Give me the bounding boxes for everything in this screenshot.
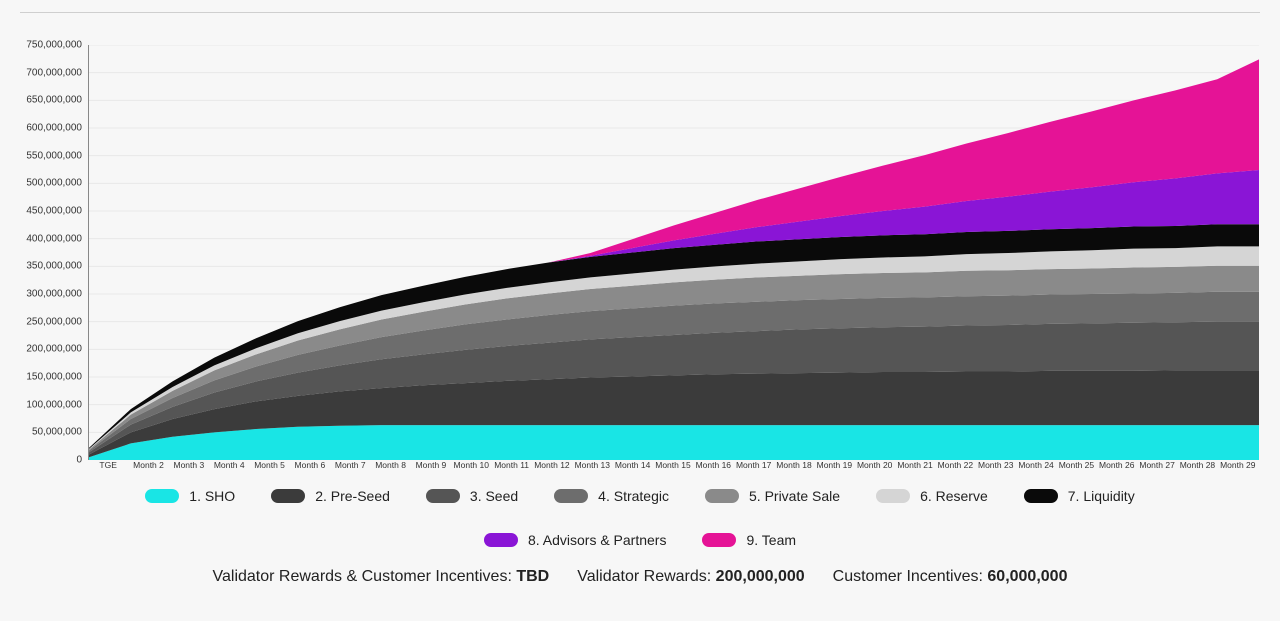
legend-item: 6. Reserve bbox=[876, 488, 988, 504]
x-tick-label: Month 27 bbox=[1137, 460, 1177, 470]
legend-item: 7. Liquidity bbox=[1024, 488, 1135, 504]
x-tick-label: Month 16 bbox=[693, 460, 733, 470]
footer-value: 60,000,000 bbox=[987, 568, 1067, 585]
legend-swatch bbox=[876, 489, 910, 503]
legend-label: 4. Strategic bbox=[598, 488, 669, 504]
plot-area bbox=[88, 45, 1258, 460]
y-tick-label: 50,000,000 bbox=[32, 427, 82, 438]
x-tick-label: Month 8 bbox=[370, 460, 410, 470]
x-tick-label: Month 10 bbox=[451, 460, 491, 470]
legend-label: 8. Advisors & Partners bbox=[528, 532, 667, 548]
x-tick-label: Month 14 bbox=[612, 460, 652, 470]
legend-swatch bbox=[145, 489, 179, 503]
footer-segment: Customer Incentives: 60,000,000 bbox=[833, 568, 1068, 586]
y-tick-label: 100,000,000 bbox=[26, 399, 82, 410]
legend-label: 7. Liquidity bbox=[1068, 488, 1135, 504]
legend-swatch bbox=[554, 489, 588, 503]
x-tick-label: TGE bbox=[88, 460, 128, 470]
legend-label: 6. Reserve bbox=[920, 488, 988, 504]
y-tick-label: 550,000,000 bbox=[26, 150, 82, 161]
divider-top bbox=[20, 12, 1260, 13]
y-tick-label: 300,000,000 bbox=[26, 289, 82, 300]
legend-label: 3. Seed bbox=[470, 488, 518, 504]
x-tick-label: Month 4 bbox=[209, 460, 249, 470]
footer-label: Customer Incentives: bbox=[833, 568, 988, 585]
y-tick-label: 700,000,000 bbox=[26, 67, 82, 78]
y-tick-label: 750,000,000 bbox=[26, 40, 82, 51]
legend-swatch bbox=[705, 489, 739, 503]
y-tick-label: 250,000,000 bbox=[26, 316, 82, 327]
legend-swatch bbox=[702, 533, 736, 547]
x-axis: TGEMonth 2Month 3Month 4Month 5Month 6Mo… bbox=[88, 460, 1258, 470]
x-tick-label: Month 24 bbox=[1016, 460, 1056, 470]
token-release-chart: 0 50,000,000 100,000,000 150,000,000 200,000… bbox=[20, 45, 1260, 586]
y-tick-label: 400,000,000 bbox=[26, 233, 82, 244]
legend-item: 9. Team bbox=[702, 532, 796, 548]
footer-segment: Validator Rewards & Customer Incentives:… bbox=[213, 568, 550, 586]
y-tick-label: 0 bbox=[76, 455, 82, 466]
x-tick-label: Month 7 bbox=[330, 460, 370, 470]
legend-swatch bbox=[1024, 489, 1058, 503]
legend-label: 2. Pre-Seed bbox=[315, 488, 390, 504]
x-tick-label: Month 2 bbox=[128, 460, 168, 470]
x-tick-label: Month 11 bbox=[491, 460, 531, 470]
x-tick-label: Month 29 bbox=[1218, 460, 1258, 470]
x-tick-label: Month 21 bbox=[895, 460, 935, 470]
footer-value: 200,000,000 bbox=[716, 568, 805, 585]
x-tick-label: Month 28 bbox=[1177, 460, 1217, 470]
y-tick-label: 600,000,000 bbox=[26, 123, 82, 134]
x-tick-label: Month 5 bbox=[249, 460, 289, 470]
series-area bbox=[89, 425, 1259, 460]
legend-item: 5. Private Sale bbox=[705, 488, 840, 504]
legend-item: 3. Seed bbox=[426, 488, 518, 504]
y-tick-label: 500,000,000 bbox=[26, 178, 82, 189]
x-tick-label: Month 25 bbox=[1056, 460, 1096, 470]
x-tick-label: Month 3 bbox=[169, 460, 209, 470]
x-tick-label: Month 18 bbox=[774, 460, 814, 470]
footer-label: Validator Rewards: bbox=[577, 568, 715, 585]
legend-item: 2. Pre-Seed bbox=[271, 488, 390, 504]
legend-swatch bbox=[484, 533, 518, 547]
x-tick-label: Month 23 bbox=[976, 460, 1016, 470]
legend-label: 1. SHO bbox=[189, 488, 235, 504]
footer-segment: Validator Rewards: 200,000,000 bbox=[577, 568, 804, 586]
x-tick-label: Month 19 bbox=[814, 460, 854, 470]
footer-label: Validator Rewards & Customer Incentives: bbox=[213, 568, 517, 585]
x-tick-label: Month 17 bbox=[734, 460, 774, 470]
chart-legend: 1. SHO 2. Pre-Seed 3. Seed 4. Strategic 5. P… bbox=[20, 488, 1260, 548]
legend-label: 9. Team bbox=[746, 532, 796, 548]
x-tick-label: Month 20 bbox=[855, 460, 895, 470]
x-tick-label: Month 6 bbox=[290, 460, 330, 470]
legend-item: 1. SHO bbox=[145, 488, 235, 504]
legend-item: 4. Strategic bbox=[554, 488, 669, 504]
legend-label: 5. Private Sale bbox=[749, 488, 840, 504]
footer-value: TBD bbox=[516, 568, 549, 585]
y-tick-label: 650,000,000 bbox=[26, 95, 82, 106]
y-axis: 050,000,000100,000,000150,000,000200,000… bbox=[20, 45, 88, 460]
x-tick-label: Month 9 bbox=[411, 460, 451, 470]
chart-footer: Validator Rewards & Customer Incentives:… bbox=[20, 568, 1260, 586]
x-tick-label: Month 13 bbox=[572, 460, 612, 470]
legend-swatch bbox=[271, 489, 305, 503]
y-tick-label: 450,000,000 bbox=[26, 206, 82, 217]
legend-swatch bbox=[426, 489, 460, 503]
x-tick-label: Month 15 bbox=[653, 460, 693, 470]
y-tick-label: 150,000,000 bbox=[26, 372, 82, 383]
y-tick-label: 350,000,000 bbox=[26, 261, 82, 272]
x-tick-label: Month 12 bbox=[532, 460, 572, 470]
legend-item: 8. Advisors & Partners bbox=[484, 532, 667, 548]
x-tick-label: Month 22 bbox=[935, 460, 975, 470]
y-tick-label: 200,000,000 bbox=[26, 344, 82, 355]
x-tick-label: Month 26 bbox=[1097, 460, 1137, 470]
